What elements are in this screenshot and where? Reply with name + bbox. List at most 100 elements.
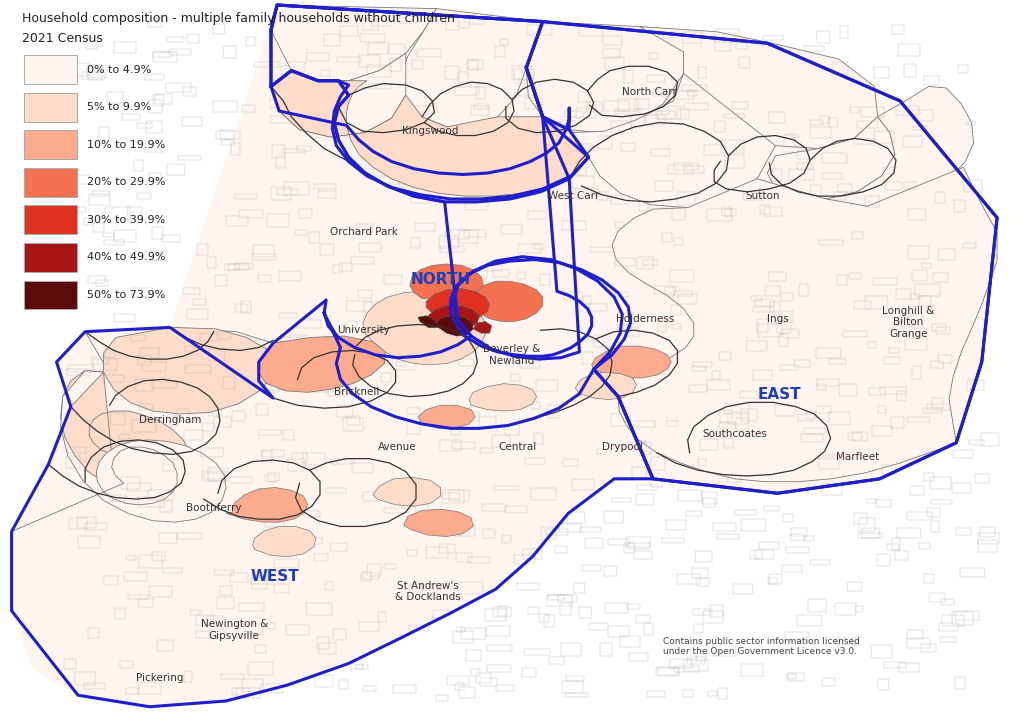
Bar	[455, 683, 464, 690]
Bar	[282, 148, 305, 153]
Bar	[318, 643, 336, 654]
Bar	[400, 481, 425, 486]
Bar	[769, 573, 782, 584]
Bar	[132, 420, 156, 432]
Bar	[461, 628, 486, 639]
Bar	[808, 599, 826, 612]
Bar	[626, 328, 639, 336]
Bar	[293, 453, 306, 463]
Bar	[975, 474, 989, 484]
Bar	[150, 100, 162, 113]
Bar	[314, 382, 336, 392]
Bar	[252, 577, 266, 589]
Bar	[150, 172, 162, 179]
Bar	[624, 542, 634, 553]
Bar	[439, 246, 464, 253]
Bar	[154, 52, 172, 56]
Bar	[85, 523, 106, 530]
Bar	[910, 486, 925, 495]
Polygon shape	[11, 371, 226, 531]
Bar	[75, 175, 90, 183]
Bar	[423, 513, 449, 518]
Bar	[837, 275, 847, 285]
Bar	[627, 605, 640, 609]
Bar	[782, 311, 793, 322]
Bar	[757, 319, 768, 332]
Bar	[713, 644, 734, 657]
Bar	[208, 468, 228, 481]
Bar	[69, 447, 86, 453]
Bar	[810, 560, 830, 565]
FancyBboxPatch shape	[24, 280, 77, 309]
Bar	[355, 224, 374, 232]
Bar	[674, 91, 694, 99]
Bar	[788, 169, 814, 180]
Bar	[384, 508, 410, 513]
Text: North Carr: North Carr	[623, 87, 677, 96]
Bar	[282, 337, 304, 342]
Bar	[253, 245, 274, 256]
Bar	[359, 34, 385, 42]
Bar	[114, 313, 135, 322]
Bar	[643, 260, 657, 264]
Bar	[822, 173, 843, 179]
Bar	[899, 321, 916, 326]
Bar	[852, 232, 863, 239]
Bar	[433, 610, 451, 618]
Bar	[548, 170, 563, 174]
Bar	[318, 191, 336, 198]
Bar	[753, 307, 774, 312]
Bar	[399, 15, 417, 23]
Bar	[138, 404, 153, 410]
Bar	[646, 116, 667, 125]
Bar	[352, 463, 373, 473]
Bar	[417, 49, 441, 57]
Bar	[526, 25, 552, 35]
Bar	[754, 370, 772, 379]
Bar	[718, 688, 727, 699]
Bar	[688, 90, 697, 96]
Bar	[127, 207, 141, 220]
Bar	[300, 83, 319, 93]
Bar	[575, 108, 595, 118]
Bar	[88, 628, 98, 638]
Polygon shape	[362, 291, 485, 365]
Bar	[138, 355, 152, 366]
Bar	[514, 70, 534, 80]
Bar	[725, 156, 743, 168]
Bar	[764, 207, 782, 216]
Bar	[904, 182, 916, 190]
Bar	[150, 586, 172, 597]
FancyBboxPatch shape	[24, 206, 77, 235]
Bar	[316, 637, 329, 649]
Polygon shape	[428, 306, 479, 330]
Bar	[134, 160, 143, 171]
Bar	[138, 497, 164, 507]
Bar	[111, 494, 126, 502]
Bar	[571, 479, 594, 490]
Bar	[705, 146, 725, 155]
Bar	[981, 433, 998, 446]
Bar	[678, 293, 697, 304]
Bar	[611, 415, 630, 426]
Bar	[184, 671, 193, 683]
Bar	[913, 126, 928, 130]
Bar	[539, 614, 549, 622]
Bar	[208, 615, 223, 620]
Bar	[603, 35, 623, 45]
Bar	[209, 349, 224, 361]
Bar	[829, 412, 850, 425]
Bar	[751, 296, 762, 300]
Bar	[493, 144, 501, 153]
Bar	[411, 584, 422, 593]
Bar	[511, 374, 520, 381]
Bar	[760, 205, 770, 214]
Bar	[77, 63, 89, 76]
Bar	[232, 688, 249, 695]
Bar	[783, 329, 799, 337]
Polygon shape	[259, 336, 385, 392]
Bar	[266, 214, 289, 227]
Bar	[146, 121, 162, 133]
Bar	[686, 511, 702, 516]
Bar	[608, 539, 629, 545]
